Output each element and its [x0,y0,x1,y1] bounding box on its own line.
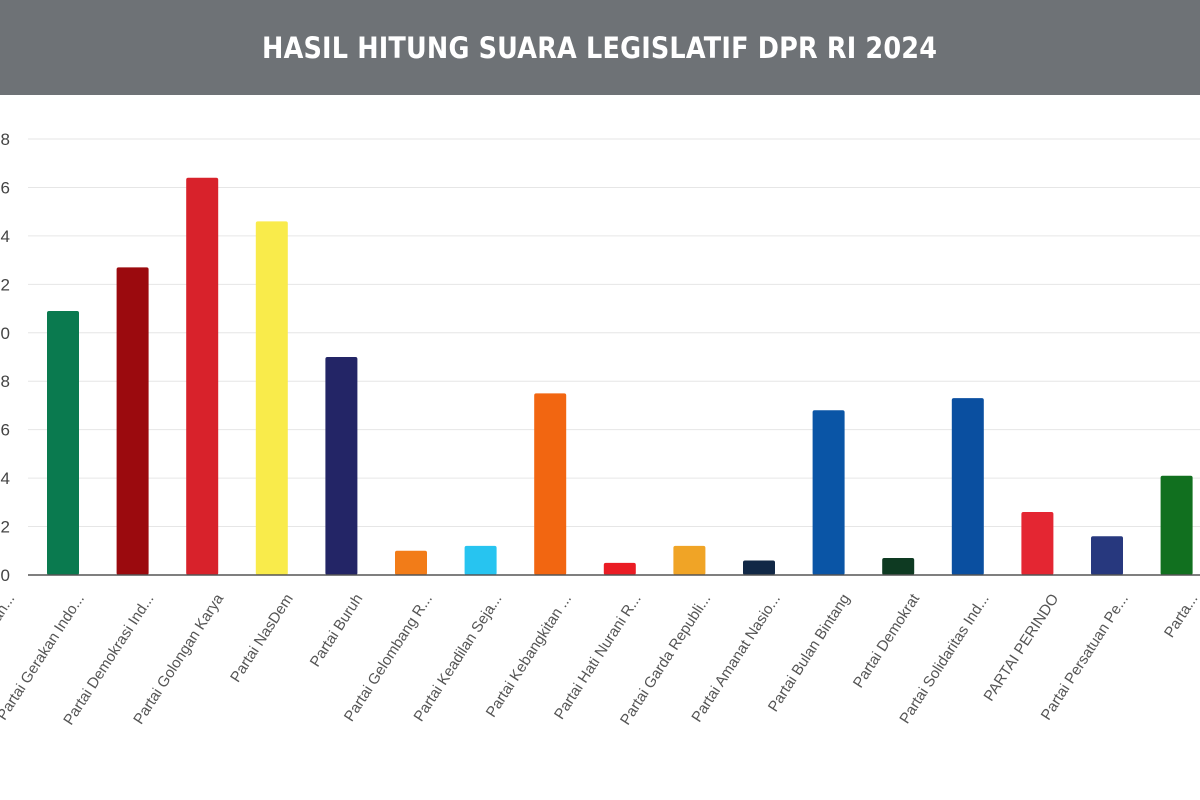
bars [47,177,1193,575]
gridlines [28,138,1200,528]
bar[interactable] [186,177,219,575]
bar[interactable] [882,558,915,575]
bar[interactable] [951,398,984,575]
y-tick-label: 0 [1,566,10,585]
y-tick-label: 12 [0,275,10,294]
bar[interactable] [1160,475,1193,575]
x-tick-label: PARTAI PERINDO [980,591,1062,704]
bar[interactable] [116,267,149,575]
x-tick-label: Partai NasDem [227,591,297,686]
bar[interactable] [1021,512,1054,575]
x-tick-label: Partai Bulan Bintang [765,591,854,715]
y-tick-label: 4 [1,469,10,488]
bar[interactable] [464,545,497,575]
y-tick-label: 14 [0,227,10,246]
y-tick-label: 16 [0,178,10,197]
chart-title: HASIL HITUNG SUARA LEGISLATIF DPR RI 202… [262,30,938,65]
bar[interactable] [743,560,775,575]
x-axis-labels: Partai Kebangkitan...Partai Gerakan Indo… [0,590,1200,728]
y-tick-label: 6 [1,421,10,440]
y-axis-ticks: 0 2 4 6 8 10 12 14 16 18 [0,130,10,585]
x-tick-label: Partai Demokrat [850,590,924,691]
bar[interactable] [673,545,706,575]
bar[interactable] [534,393,567,575]
x-tick-label: Parta... [1161,591,1200,641]
bar[interactable] [325,357,358,575]
bar[interactable] [1091,536,1123,575]
bar[interactable] [812,410,845,575]
y-tick-label: 8 [1,372,10,391]
y-tick-label: 10 [0,324,10,343]
bar-chart: 0 2 4 6 8 10 12 14 16 18 Partai Kebangkitan...Par… [0,130,1200,728]
bar[interactable] [603,562,636,575]
bar[interactable] [255,221,288,575]
y-tick-label: 18 [0,130,10,149]
bar[interactable] [47,310,79,575]
y-tick-label: 2 [1,518,10,537]
bar[interactable] [395,550,427,575]
x-tick-label: Partai Buruh [307,591,367,670]
chart-title-bar: HASIL HITUNG SUARA LEGISLATIF DPR RI 202… [0,0,1200,95]
